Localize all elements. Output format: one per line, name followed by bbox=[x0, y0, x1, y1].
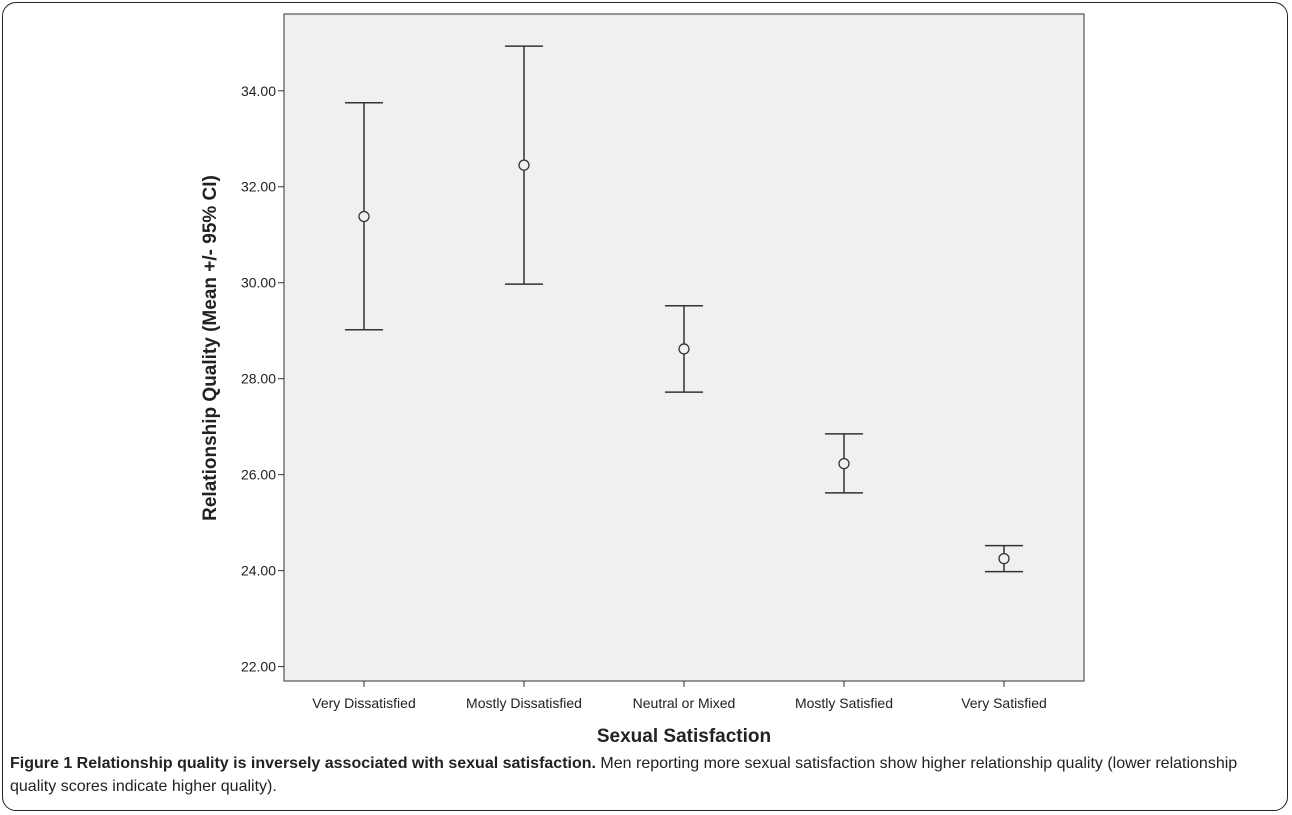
error-bar-group bbox=[825, 433, 863, 494]
mean-marker bbox=[838, 457, 850, 470]
error-bar-group bbox=[665, 305, 703, 393]
x-tick-label: Mostly Satisfied bbox=[795, 695, 893, 711]
y-axis: 22.00 24.00 26.00 28.00 30.00 32.00 34.00 bbox=[241, 83, 284, 675]
y-tick-label: 30.00 bbox=[241, 275, 276, 291]
x-tick-label: Neutral or Mixed bbox=[633, 695, 736, 711]
x-tick-label: Very Satisfied bbox=[961, 695, 1047, 711]
caption-title: Figure 1 Relationship quality is inverse… bbox=[10, 755, 596, 772]
mean-marker bbox=[358, 210, 370, 223]
error-bar-group bbox=[985, 544, 1023, 573]
mean-marker bbox=[518, 159, 530, 171]
y-tick-label: 34.00 bbox=[241, 83, 276, 99]
y-tick-label: 26.00 bbox=[241, 467, 276, 483]
mean-marker bbox=[998, 552, 1010, 565]
x-tick-label: Very Dissatisfied bbox=[312, 695, 415, 711]
error-bars bbox=[345, 45, 1023, 573]
y-axis-label: Relationship Quality (Mean +/- 95% CI) bbox=[200, 175, 221, 521]
error-bar-group bbox=[345, 102, 383, 331]
x-tick-label: Mostly Dissatisfied bbox=[466, 695, 582, 711]
y-tick-label: 28.00 bbox=[241, 371, 276, 387]
x-axis-label: Sexual Satisfaction bbox=[597, 726, 771, 747]
mean-marker bbox=[678, 343, 690, 355]
x-axis: Very Dissatisfied Mostly Dissatisfied Neut… bbox=[312, 681, 1047, 711]
plot-area bbox=[283, 13, 1085, 682]
y-tick-label: 22.00 bbox=[241, 659, 276, 675]
caption-body: Men reporting more sexual satisfaction s… bbox=[10, 755, 1238, 795]
y-tick-label: 32.00 bbox=[241, 179, 276, 195]
error-bar-group bbox=[505, 45, 543, 285]
y-tick-label: 24.00 bbox=[241, 563, 276, 579]
figure-caption: Figure 1 Relationship quality is inverse… bbox=[10, 752, 1270, 798]
